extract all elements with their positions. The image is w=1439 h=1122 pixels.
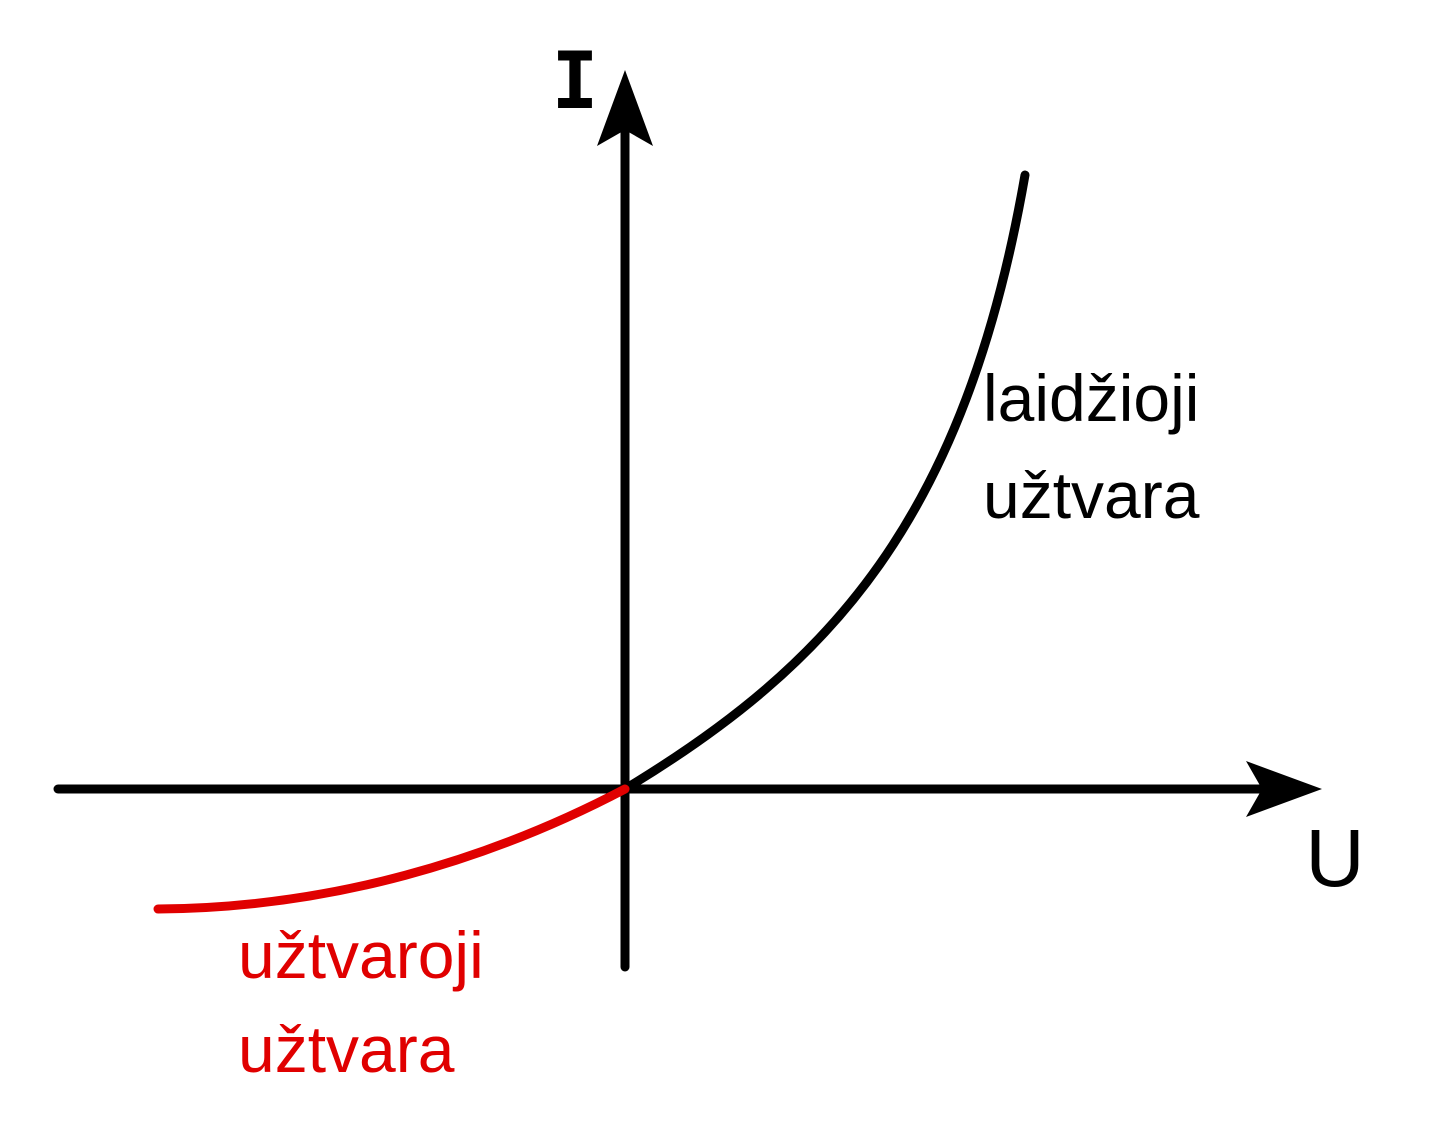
y-axis-label: I xyxy=(552,37,599,127)
reverse-bias-curve xyxy=(153,784,630,914)
reverse-label-line1: užtvaroji xyxy=(238,918,484,992)
reverse-label-line2: užtvara xyxy=(238,1012,455,1086)
forward-label-line1: laidžioji xyxy=(983,361,1199,435)
x-axis-arrowhead xyxy=(1246,761,1322,817)
forward-label-line2: užtvara xyxy=(983,458,1200,532)
y-axis-arrowhead xyxy=(597,70,653,146)
forward-bias-curve xyxy=(620,170,1030,794)
x-axis-label: U xyxy=(1305,813,1364,904)
